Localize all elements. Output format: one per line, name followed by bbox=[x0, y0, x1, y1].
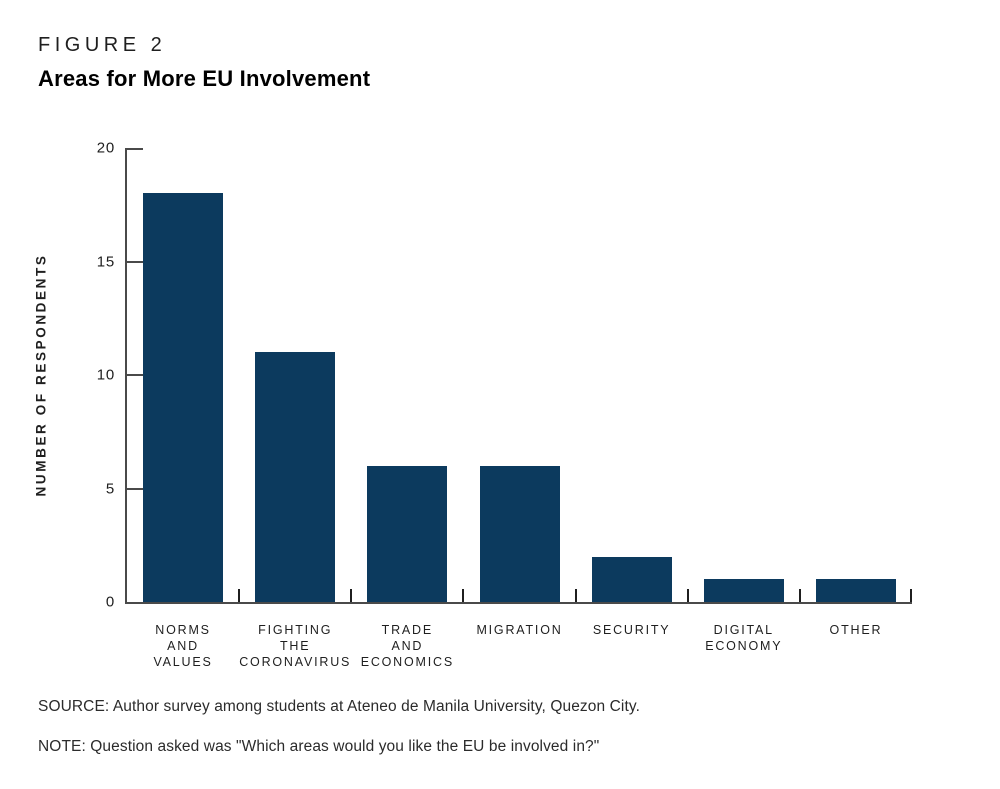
x-axis-category-label: SECURITY bbox=[592, 623, 671, 637]
x-axis-separator-tick bbox=[350, 589, 353, 602]
x-axis-separator-tick bbox=[910, 589, 912, 602]
y-axis-tick-label: 0 bbox=[105, 593, 115, 611]
x-axis-separator-tick bbox=[686, 589, 689, 602]
y-axis-tick bbox=[127, 260, 143, 263]
x-axis-category-label: TRADE AND ECONOMICS bbox=[360, 623, 454, 669]
figure-number-label: FIGURE 2 bbox=[38, 34, 167, 56]
bar-other bbox=[815, 579, 896, 602]
y-axis-tick bbox=[127, 148, 143, 150]
x-axis-category-label: OTHER bbox=[829, 623, 883, 637]
y-axis-tick-label: 10 bbox=[96, 366, 115, 384]
bar-fighting-the-coronavirus bbox=[255, 352, 336, 602]
bar-security bbox=[591, 556, 672, 602]
bar-trade-and-economics bbox=[367, 465, 448, 602]
y-axis-tick-label: 5 bbox=[105, 480, 115, 497]
x-axis-category-label: MIGRATION bbox=[476, 623, 563, 637]
bar-digital-economy bbox=[703, 579, 784, 602]
source-text: SOURCE: Author survey among students at … bbox=[38, 698, 640, 715]
note-text: NOTE: Question asked was "Which areas wo… bbox=[38, 738, 600, 755]
x-axis-separator-tick bbox=[238, 589, 241, 602]
y-axis-tick-label: 20 bbox=[96, 139, 115, 157]
x-axis-separator-tick bbox=[462, 589, 465, 602]
y-axis-tick-label: 15 bbox=[96, 253, 115, 270]
x-axis-category-label: NORMS AND VALUES bbox=[153, 623, 213, 669]
bar-chart-plot-area: NUMBER OF RESPONDENTS 0 5 10 15 20 NORMS AND VA… bbox=[34, 140, 912, 669]
y-axis-title: NUMBER OF RESPONDENTS bbox=[33, 253, 49, 497]
x-axis-separator-tick bbox=[798, 589, 801, 602]
bar-migration bbox=[479, 465, 560, 602]
x-axis-category-label: DIGITAL ECONOMY bbox=[705, 623, 783, 653]
y-axis-tick bbox=[127, 374, 143, 376]
figure-title: Areas for More EU Involvement bbox=[38, 66, 371, 91]
x-axis-separator-tick bbox=[574, 589, 577, 602]
y-axis-tick bbox=[127, 487, 143, 490]
bar-norms-and-values bbox=[143, 193, 224, 602]
x-axis-category-label: FIGHTING THE CORONAVIRUS bbox=[239, 623, 352, 669]
